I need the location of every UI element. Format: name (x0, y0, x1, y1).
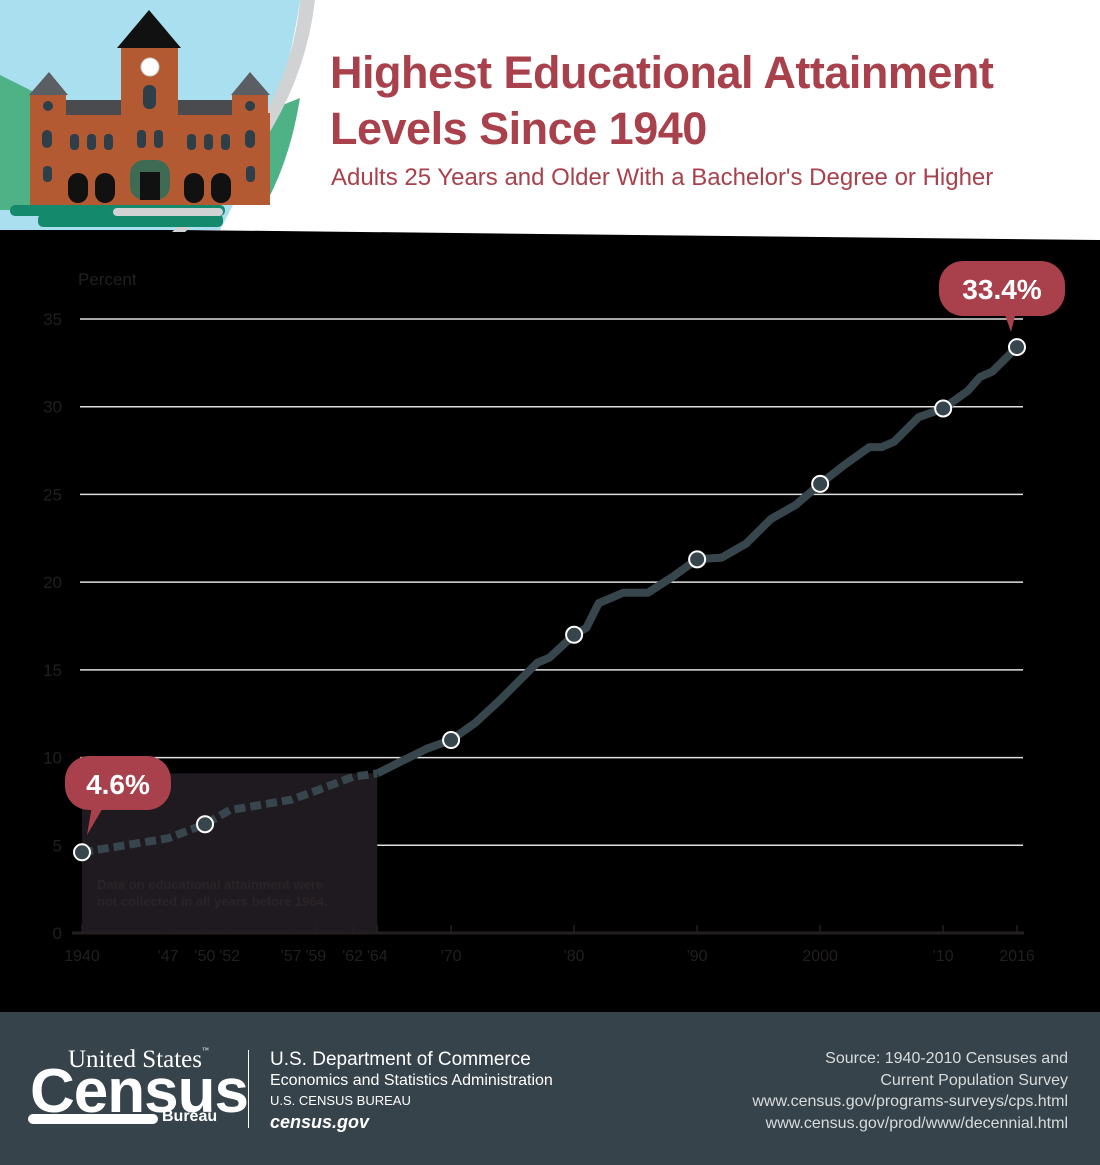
svg-text:25: 25 (43, 485, 62, 504)
y-axis-title: Percent (78, 270, 137, 289)
footer (0, 1012, 1100, 1165)
svg-text:35: 35 (43, 310, 62, 329)
header: Highest Educational Attainment Levels Si… (0, 0, 1100, 245)
title-line-2: Levels Since 1940 (330, 103, 707, 154)
data-point-marker (442, 731, 461, 750)
census-gov-link[interactable]: census.gov (270, 1112, 370, 1132)
svg-text:5: 5 (53, 836, 62, 855)
dept-administration: Economics and Statistics Administration (270, 1072, 553, 1089)
svg-text:30: 30 (43, 398, 62, 417)
department-block: U.S. Department of Commerce Economics an… (270, 1048, 553, 1133)
svg-text:'59: '59 (305, 948, 326, 965)
callout-start: 4.6% (65, 756, 171, 835)
data-point-marker (811, 474, 830, 493)
census-logo-bureau: Bureau (162, 1108, 218, 1125)
svg-text:2016: 2016 (999, 948, 1035, 965)
svg-text:'47: '47 (158, 948, 179, 965)
schoolhouse-illustration (0, 0, 315, 232)
gridlines (80, 318, 1023, 847)
svg-text:'10: '10 (933, 948, 954, 965)
data-point-marker (934, 399, 953, 418)
svg-text:'64: '64 (367, 948, 388, 965)
data-point-marker (1008, 338, 1026, 357)
svg-text:'70: '70 (441, 948, 462, 965)
source-line-1: Source: 1940-2010 Censuses and (825, 1050, 1068, 1067)
source-link-cps[interactable]: www.census.gov/programs-surveys/cps.html (752, 1093, 1068, 1110)
dept-name: U.S. Department of Commerce (270, 1049, 531, 1070)
source-link-decennial[interactable]: www.census.gov/prod/www/decennial.html (765, 1114, 1068, 1132)
page-title: Highest Educational Attainment Levels Si… (330, 45, 994, 157)
census-logo-line1: United States™ (68, 1046, 209, 1073)
svg-text:20: 20 (43, 573, 62, 592)
data-point-marker (73, 843, 91, 862)
dept-bureau: U.S. CENSUS BUREAU (270, 1093, 411, 1108)
data-point-marker (196, 815, 215, 834)
data-point-marker (565, 625, 584, 644)
note-line-1: Data on educational attainment were (97, 877, 323, 892)
header-background (0, 0, 1100, 240)
data-point-marker (688, 550, 707, 569)
data-markers (73, 338, 1026, 862)
callout-end: 33.4% (939, 261, 1065, 332)
note-line-2: not collected in all years before 1964. (97, 894, 327, 909)
line-chart: Data on educational attainment were not … (43, 261, 1065, 965)
svg-text:15: 15 (43, 661, 62, 680)
title-line-1: Highest Educational Attainment (330, 47, 994, 98)
svg-text:1940: 1940 (64, 948, 100, 965)
svg-text:'62: '62 (342, 948, 363, 965)
census-logo-bar (28, 1114, 158, 1124)
svg-text:10: 10 (43, 749, 62, 768)
svg-text:33.4%: 33.4% (962, 274, 1041, 305)
svg-text:'80: '80 (564, 948, 585, 965)
data-line-dashed (81, 769, 378, 857)
footer-divider (248, 1050, 249, 1128)
x-axis: 1940 '47 '50'52 '57'59 '62'64 '70 '80 '90 2000 '1… (64, 925, 1035, 965)
source-line-2: Current Population Survey (880, 1071, 1068, 1089)
svg-text:'50: '50 (195, 948, 216, 965)
subtitle: Adults 25 Years and Older With a Bachelo… (331, 164, 994, 191)
svg-text:'57: '57 (281, 948, 302, 965)
svg-text:'52: '52 (219, 948, 240, 965)
svg-text:2000: 2000 (802, 948, 838, 965)
source-block: Source: 1940-2010 Censuses and Current P… (752, 1048, 1068, 1134)
svg-text:0: 0 (53, 924, 62, 943)
svg-text:'90: '90 (687, 948, 708, 965)
y-axis-labels: 0 5 10 15 20 25 30 35 (43, 310, 62, 943)
svg-text:4.6%: 4.6% (86, 769, 150, 800)
